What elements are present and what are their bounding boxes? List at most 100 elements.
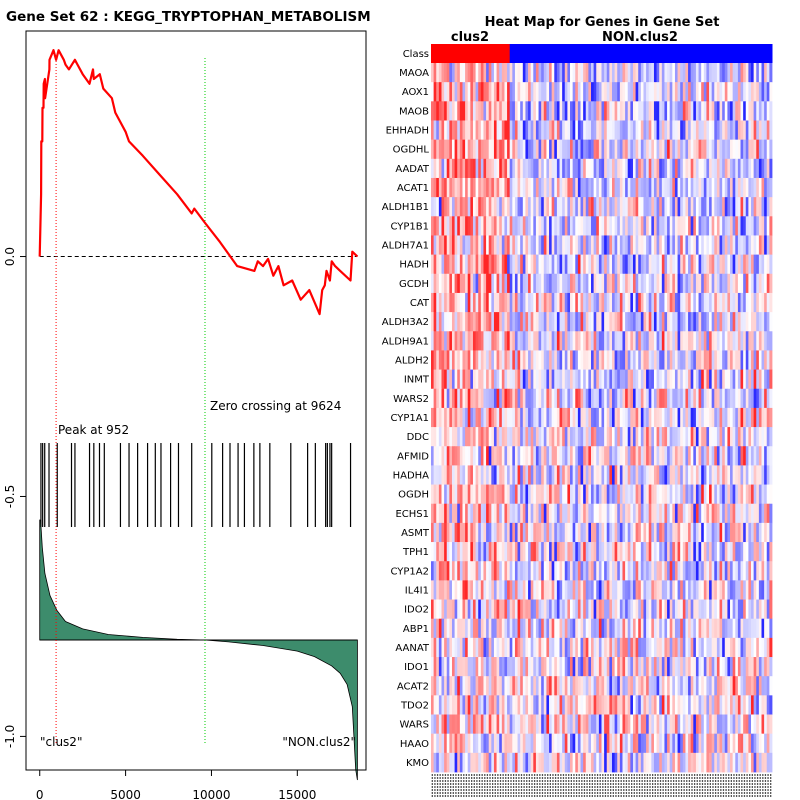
heatmap-cell — [538, 197, 542, 217]
heatmap-cell — [601, 695, 605, 715]
heatmap-cell — [570, 177, 574, 198]
heatmap-cell — [570, 465, 574, 485]
heatmap-cell — [695, 120, 699, 141]
heatmap-cell — [619, 446, 623, 466]
heatmap-cell — [591, 465, 595, 485]
heatmap-cell — [653, 388, 657, 409]
heatmap-cell — [619, 733, 623, 754]
heatmap-cell — [698, 695, 702, 715]
heatmap-cell — [480, 599, 484, 620]
heatmap-cell — [764, 446, 768, 466]
heatmap-cell — [467, 292, 471, 313]
heatmap-cell — [528, 618, 532, 639]
heatmap-cell — [501, 139, 505, 160]
heatmap-cell — [766, 312, 770, 332]
heatmap-cell — [525, 312, 529, 332]
heatmap-cell — [677, 446, 681, 466]
heatmap-cell — [667, 63, 671, 83]
heatmap-cell — [480, 216, 484, 236]
heatmap-cell — [703, 695, 707, 715]
heatmap-cell — [703, 388, 707, 409]
heatmap-cell — [459, 599, 463, 620]
heatmap-cell — [745, 139, 749, 160]
heatmap-cell — [572, 637, 576, 658]
heatmap-cell — [648, 580, 652, 600]
heatmap-cell — [743, 158, 747, 179]
heatmap-cell — [470, 139, 474, 160]
heatmap-cell — [543, 292, 547, 313]
heatmap-cell — [627, 350, 631, 370]
heatmap-cell — [504, 254, 508, 275]
heatmap-cell — [556, 139, 560, 160]
heatmap-cell — [674, 580, 678, 600]
heatmap-cell — [730, 235, 734, 256]
heatmap-cell — [622, 714, 626, 735]
heatmap-cell — [570, 752, 574, 773]
heatmap-cell — [606, 427, 610, 447]
heatmap-cell — [478, 63, 482, 83]
heatmap-cell — [562, 63, 566, 83]
heatmap-cell — [653, 676, 657, 696]
heatmap-cell — [499, 369, 503, 390]
heatmap-cell — [766, 465, 770, 485]
heatmap-cell — [667, 427, 671, 447]
heatmap-cell — [682, 292, 686, 313]
heatmap-cell — [591, 618, 595, 639]
heatmap-cell — [751, 733, 755, 754]
heatmap-cell — [769, 695, 773, 715]
heatmap-cell — [433, 752, 437, 773]
heatmap-cell — [695, 158, 699, 179]
heatmap-cell — [743, 331, 747, 351]
heatmap-cell — [520, 235, 524, 256]
heatmap-cell — [478, 312, 482, 332]
heatmap-cell — [517, 139, 521, 160]
heatmap-cell — [580, 312, 584, 332]
heatmap-cell — [591, 446, 595, 466]
heatmap-cell — [709, 503, 713, 524]
gene-label: ACAT2 — [397, 681, 429, 692]
heatmap-cell — [488, 139, 492, 160]
heatmap-cell — [533, 292, 537, 313]
heatmap-cell — [651, 101, 655, 121]
heatmap-cell — [769, 312, 773, 332]
heatmap-cell — [730, 63, 734, 83]
heatmap-cell — [651, 369, 655, 390]
heatmap-cell — [643, 82, 647, 102]
heatmap-cell — [730, 273, 734, 294]
heatmap-cell — [703, 216, 707, 236]
heatmap-cell — [530, 331, 534, 351]
heatmap-cell — [598, 120, 602, 141]
heatmap-cell — [680, 273, 684, 294]
heatmap-cell — [693, 177, 697, 198]
heatmap-cell — [698, 139, 702, 160]
heatmap-cell — [559, 350, 563, 370]
heatmap-cell — [711, 657, 715, 677]
heatmap-cell — [570, 350, 574, 370]
heatmap-cell — [601, 369, 605, 390]
heatmap-cell — [514, 82, 518, 102]
heatmap-cell — [528, 312, 532, 332]
heatmap-cell — [625, 637, 629, 658]
heatmap-cell — [541, 292, 545, 313]
heatmap-cell — [703, 273, 707, 294]
heatmap-cell — [496, 177, 500, 198]
heatmap-cell — [499, 177, 503, 198]
heatmap-cell — [457, 657, 461, 677]
gene-label: ALDH7A1 — [382, 241, 429, 252]
heatmap-cell — [677, 484, 681, 505]
heatmap-cell — [753, 657, 757, 677]
heatmap-cell — [651, 446, 655, 466]
heatmap-cell — [438, 369, 442, 390]
heatmap-cell — [669, 216, 673, 236]
heatmap-cell — [653, 177, 657, 198]
heatmap-cell — [496, 752, 500, 773]
heatmap-cell — [661, 292, 665, 313]
heatmap-cell — [486, 637, 490, 658]
heatmap-cell — [638, 484, 642, 505]
heatmap-cell — [467, 331, 471, 351]
heatmap-cell — [711, 139, 715, 160]
heatmap-cell — [525, 561, 529, 581]
heatmap-cell — [622, 580, 626, 600]
heatmap-cell — [512, 676, 516, 696]
heatmap-cell — [659, 273, 663, 294]
